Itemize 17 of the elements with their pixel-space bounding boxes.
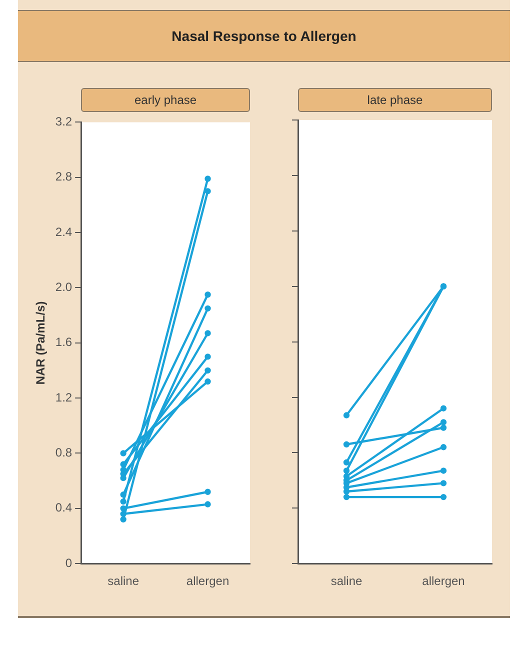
x-tick-label: saline: [330, 574, 362, 588]
y-tick-label: 3.2: [55, 114, 72, 129]
x-tick-label: saline: [108, 574, 140, 588]
chart-subtitle: early phase: [81, 88, 250, 112]
y-tick-label: 2.4: [55, 224, 72, 239]
y-tick-label: 0.4: [55, 500, 72, 515]
x-tick-label: allergen: [422, 574, 465, 588]
chart-subtitle: late phase: [298, 88, 492, 112]
chart-title: Nasal Response to Allergen: [18, 10, 510, 62]
x-tick-label: allergen: [186, 574, 230, 588]
y-axis-title: NAR (Pa/mL/s): [34, 301, 48, 385]
y-tick-label: 0.8: [55, 446, 72, 460]
y-tick-label: 1.2: [55, 390, 72, 404]
y-tick-label: 2.8: [55, 170, 72, 184]
y-tick-label: 2.0: [55, 280, 72, 294]
y-tick-label: 1.6: [55, 335, 72, 350]
y-tick-label: 0: [65, 556, 72, 570]
